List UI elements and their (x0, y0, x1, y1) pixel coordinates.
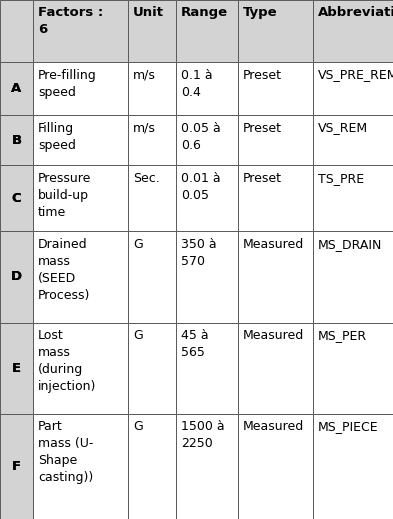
Text: Type: Type (243, 6, 277, 19)
Text: 0.01 à
0.05: 0.01 à 0.05 (181, 172, 220, 202)
Text: E: E (12, 362, 21, 375)
Bar (313, 62, 393, 115)
Bar (313, 0, 393, 62)
Bar (176, 231, 238, 322)
Bar (0, 62, 33, 115)
Text: MS_DRAIN: MS_DRAIN (318, 238, 382, 251)
Text: G: G (133, 238, 143, 251)
Text: VS_PRE_REM: VS_PRE_REM (318, 69, 393, 81)
Bar (313, 322, 393, 414)
Text: Drained
mass
(SEED
Process): Drained mass (SEED Process) (38, 238, 90, 302)
Text: C: C (12, 192, 21, 205)
Bar (238, 115, 313, 166)
Text: Measured: Measured (243, 238, 304, 251)
Bar (128, 62, 176, 115)
Text: G: G (133, 420, 143, 433)
Text: G: G (133, 329, 143, 342)
Text: Filling
speed: Filling speed (38, 121, 76, 152)
Text: Lost
mass
(during
injection): Lost mass (during injection) (38, 329, 96, 393)
Bar (176, 0, 238, 62)
Text: Sec.: Sec. (133, 172, 160, 185)
Text: B: B (11, 134, 22, 147)
Bar (0, 231, 33, 322)
Bar (33, 231, 128, 322)
Text: F: F (12, 460, 21, 473)
Text: 0.1 à
0.4: 0.1 à 0.4 (181, 69, 213, 99)
Bar (176, 322, 238, 414)
Bar (0, 0, 33, 62)
Text: 350 à
570: 350 à 570 (181, 238, 217, 268)
Text: D: D (11, 270, 22, 283)
Bar (238, 322, 313, 414)
Bar (238, 62, 313, 115)
Text: E: E (12, 362, 21, 375)
Bar (128, 231, 176, 322)
Bar (128, 322, 176, 414)
Text: Pre-filling
speed: Pre-filling speed (38, 69, 97, 99)
Bar (128, 166, 176, 231)
Text: Preset: Preset (243, 121, 282, 134)
Bar (33, 62, 128, 115)
Bar (238, 231, 313, 322)
Text: Unit: Unit (133, 6, 164, 19)
Bar (0, 322, 33, 414)
Bar (313, 414, 393, 519)
Text: F: F (12, 460, 21, 473)
Bar (0, 414, 33, 519)
Text: Range: Range (181, 6, 228, 19)
Text: m/s: m/s (133, 69, 156, 81)
Text: Preset: Preset (243, 172, 282, 185)
Bar (128, 115, 176, 166)
Bar (128, 0, 176, 62)
Bar (176, 166, 238, 231)
Bar (128, 414, 176, 519)
Bar (0, 166, 33, 231)
Text: Measured: Measured (243, 420, 304, 433)
Bar (176, 115, 238, 166)
Bar (33, 115, 128, 166)
Bar (313, 231, 393, 322)
Bar (313, 166, 393, 231)
Text: Pressure
build-up
time: Pressure build-up time (38, 172, 92, 219)
Bar (33, 414, 128, 519)
Text: C: C (12, 192, 21, 205)
Text: 1500 à
2250: 1500 à 2250 (181, 420, 225, 450)
Text: Factors :
6: Factors : 6 (38, 6, 103, 36)
Bar (33, 0, 128, 62)
Text: B: B (11, 134, 22, 147)
Bar (238, 414, 313, 519)
Text: TS_PRE: TS_PRE (318, 172, 364, 185)
Bar (238, 0, 313, 62)
Bar (0, 115, 33, 166)
Text: 0.05 à
0.6: 0.05 à 0.6 (181, 121, 221, 152)
Text: A: A (11, 82, 22, 95)
Bar (176, 62, 238, 115)
Text: D: D (11, 270, 22, 283)
Text: 45 à
565: 45 à 565 (181, 329, 209, 359)
Bar (176, 414, 238, 519)
Text: VS_REM: VS_REM (318, 121, 368, 134)
Bar (313, 115, 393, 166)
Text: A: A (11, 82, 22, 95)
Text: Part
mass (U-
Shape
casting)): Part mass (U- Shape casting)) (38, 420, 94, 484)
Text: MS_PER: MS_PER (318, 329, 367, 342)
Text: Preset: Preset (243, 69, 282, 81)
Text: m/s: m/s (133, 121, 156, 134)
Text: Abbreviation: Abbreviation (318, 6, 393, 19)
Bar (33, 322, 128, 414)
Text: MS_PIECE: MS_PIECE (318, 420, 378, 433)
Bar (238, 166, 313, 231)
Bar (33, 166, 128, 231)
Text: Measured: Measured (243, 329, 304, 342)
